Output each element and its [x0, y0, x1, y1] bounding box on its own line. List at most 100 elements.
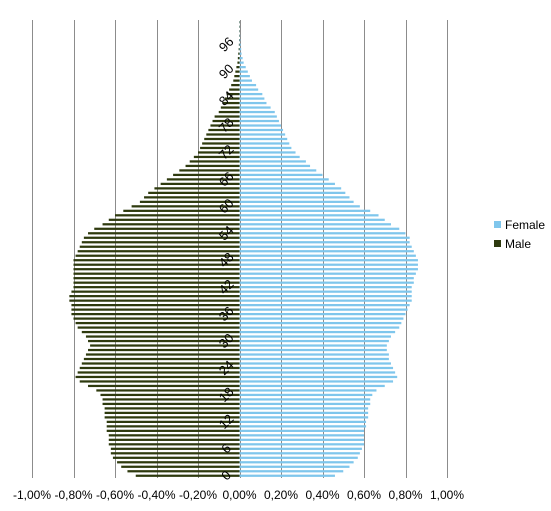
bar-female-age-25 [239, 362, 391, 365]
bar-male-age-94 [238, 52, 240, 55]
bar-male-age-19 [96, 389, 240, 392]
x-tick-label: -0,80% [54, 488, 92, 502]
bar-male-age-58 [115, 214, 240, 217]
chart-legend: Female Male [494, 218, 545, 251]
bar-male-age-67 [173, 173, 240, 177]
bar-male-age-85 [227, 92, 240, 96]
bar-female-age-81 [239, 110, 275, 114]
bar-male-age-15 [104, 407, 240, 410]
bar-female-age-39 [239, 299, 412, 302]
bar-female-age-29 [239, 344, 387, 347]
bar-male-age-26 [83, 357, 240, 361]
bar-female-age-13 [239, 416, 369, 419]
bar-female-age-59 [239, 209, 371, 212]
x-tick-label: 0,20% [264, 488, 298, 502]
bar-male-age-74 [202, 142, 240, 145]
bar-female-age-1 [239, 470, 344, 473]
legend-swatch-male [494, 240, 501, 247]
y-tick-label: 90 [216, 61, 237, 82]
bar-female-age-80 [239, 115, 277, 118]
chart-gridlines [32, 20, 448, 478]
bar-female-age-72 [239, 151, 296, 154]
bar-male-age-44 [73, 277, 240, 280]
bar-female-age-5 [239, 452, 360, 455]
bar-female-age-56 [239, 223, 391, 226]
bar-female-age-91 [239, 66, 246, 69]
y-tick-label: 84 [216, 88, 237, 109]
bar-female-age-35 [239, 317, 404, 320]
bar-female-age-68 [239, 169, 317, 172]
bar-female-age-79 [239, 119, 279, 123]
bar-male-age-75 [204, 137, 240, 141]
bar-female-age-43 [239, 281, 414, 284]
bar-male-age-21 [79, 380, 240, 383]
x-tick-label: 0,00% [222, 488, 256, 502]
bar-male-age-83 [222, 101, 240, 105]
bar-male-age-59 [123, 209, 240, 212]
bar-male-age-0 [135, 474, 240, 477]
bar-female-age-94 [239, 52, 242, 55]
bar-female-age-57 [239, 218, 385, 221]
bar-female-age-75 [239, 137, 288, 141]
legend-label-male: Male [505, 237, 531, 251]
bar-female-age-9 [239, 434, 364, 437]
bar-female-age-37 [239, 308, 408, 311]
bar-female-age-30 [239, 339, 389, 343]
bar-female-age-88 [239, 79, 252, 82]
bar-female-age-67 [239, 173, 323, 177]
x-axis-tick-labels: -1,00% -0,80% -0,60% -0,40% -0,20% 0,00% 0,20%… [13, 488, 464, 502]
y-tick-label: 30 [216, 330, 237, 351]
bar-male-age-71 [193, 155, 240, 159]
y-tick-label: 18 [216, 384, 237, 405]
bar-male-age-28 [88, 348, 240, 352]
x-tick-label: 1,00% [430, 488, 464, 502]
bar-male-age-22 [75, 375, 240, 379]
bar-male-age-17 [102, 398, 240, 401]
bar-male-age-31 [85, 335, 240, 338]
bar-male-age-55 [94, 227, 240, 230]
bar-female-age-28 [239, 348, 387, 352]
bar-female-age-58 [239, 214, 379, 217]
bar-female-age-32 [239, 330, 396, 334]
bar-female-age-86 [239, 88, 259, 91]
bar-female-age-55 [239, 227, 400, 230]
bar-male-age-82 [220, 106, 240, 109]
bar-male-age-72 [198, 151, 240, 154]
bar-female-age-78 [239, 124, 281, 127]
bar-female-age-60 [239, 205, 360, 208]
bar-male-age-5 [110, 452, 240, 455]
bar-female-age-73 [239, 146, 292, 150]
x-tick-label: 0,40% [305, 488, 339, 502]
bar-male-age-41 [71, 290, 240, 293]
bar-male-age-50 [77, 250, 240, 253]
bar-male-age-51 [79, 245, 240, 248]
x-tick-label: -1,00% [13, 488, 51, 502]
bar-male-age-80 [214, 115, 240, 118]
bar-female-age-93 [239, 57, 243, 60]
bar-female-age-76 [239, 133, 286, 136]
bar-male-age-54 [88, 232, 240, 235]
y-tick-label: 48 [216, 249, 237, 270]
bar-female-age-98 [239, 34, 241, 37]
bar-female-age-66 [239, 178, 329, 181]
bar-male-age-88 [233, 79, 240, 82]
bar-male-age-40 [69, 295, 240, 298]
bar-female-age-47 [239, 263, 418, 266]
bar-male-age-4 [112, 456, 240, 459]
y-tick-label: 72 [216, 142, 237, 163]
bar-male-age-33 [77, 326, 240, 329]
bar-male-age-1 [127, 470, 240, 473]
bar-female-age-40 [239, 295, 412, 298]
bar-female-age-38 [239, 304, 410, 307]
bar-female-age-77 [239, 128, 284, 132]
bar-female-age-11 [239, 425, 367, 428]
bar-female-age-96 [239, 43, 241, 46]
y-tick-label: 24 [216, 357, 237, 378]
bar-female-age-7 [239, 443, 364, 446]
bar-female-age-49 [239, 254, 416, 257]
bar-male-age-57 [108, 218, 240, 221]
bar-male-age-78 [210, 124, 240, 127]
bar-male-age-65 [160, 182, 240, 186]
bar-male-age-8 [108, 438, 240, 441]
